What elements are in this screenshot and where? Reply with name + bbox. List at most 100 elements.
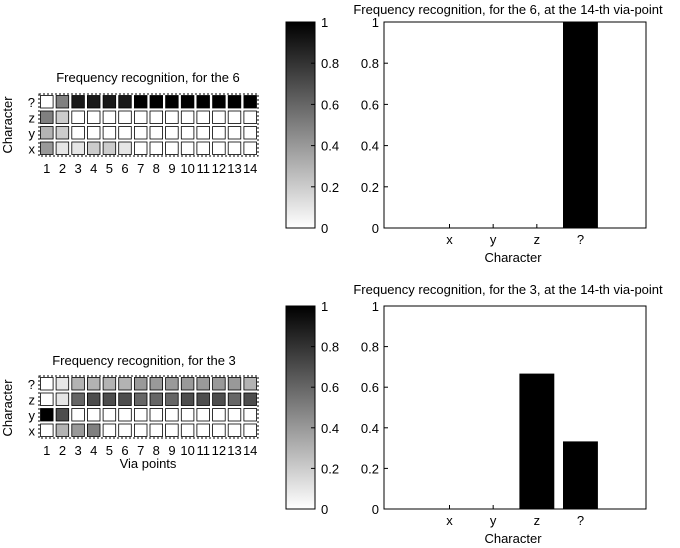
y-tick-label: 0.6 [361,380,379,395]
heatmap-xtick-label: 7 [137,161,144,176]
heatmap-xtick-label: 4 [90,443,97,458]
heatmap-xtick-label: 6 [121,161,128,176]
heatmap-cell [227,423,242,437]
heatmap-xlabel: Via points [120,456,177,471]
heatmap-cell [71,377,85,391]
heatmap-xtick-label: 6 [121,443,128,458]
heatmap-xtick-label: 4 [90,161,97,176]
heatmap-cell [133,110,148,124]
heatmap-xtick-label: 9 [168,161,175,176]
bar-title: Frequency recognition, for the 3, at the… [353,282,663,297]
heatmap-cell [87,95,101,109]
heatmap-cell [165,126,179,140]
bar-unknown [563,441,598,509]
colorbar-tick-label: 0.4 [321,139,339,154]
y-tick-label: 0.6 [361,97,379,112]
heatmap-ytick-label: ? [28,95,35,110]
heatmap-cell [133,95,148,109]
heatmap-cell [102,95,117,109]
heatmap-cell [71,408,85,422]
heatmap-xtick-label: 11 [197,161,211,176]
heatmap-cell [102,392,117,406]
heatmap-ytick-label: z [29,110,36,125]
heatmap-cell [196,408,210,422]
heatmap-xtick-label: 8 [153,443,160,458]
heatmap-cell [40,141,54,155]
heatmap-cell [40,423,54,437]
heatmap-cell [149,392,164,406]
heatmap-cell [102,126,117,140]
heatmap-cell [196,95,210,109]
heatmap-cell [87,423,101,437]
heatmap-title: Frequency recognition, for the 3 [52,353,236,368]
heatmap-cell [243,408,257,422]
y-tick-label: 0.8 [361,340,379,355]
heatmap-xtick-label: 5 [106,443,113,458]
heatmap-ytick-label: y [29,126,36,141]
y-tick-label: 0.4 [361,139,379,154]
heatmap-cell [149,423,164,437]
heatmap-cell [102,408,117,422]
heatmap-cell [243,423,257,437]
heatmap-cell [55,392,70,406]
heatmap-cell [180,377,195,391]
y-tick-label: 0 [372,221,379,236]
heatmap-cell [180,126,195,140]
colorbar-tick-label: 0.4 [321,421,339,436]
heatmap-cell [212,392,226,406]
heatmap-ytick-label: x [29,141,36,156]
heatmap-cell [118,95,132,109]
heatmap-cell [212,141,226,155]
colorbar-tick-label: 0.2 [321,180,339,195]
heatmap-xtick-label: 10 [180,161,194,176]
heatmap-cell [55,95,70,109]
y-tick-label: 0.4 [361,421,379,436]
heatmap-cell [243,95,257,109]
heatmap-cell [118,110,132,124]
heatmap-xtick-label: 9 [168,443,175,458]
bar-unknown [563,22,598,228]
heatmap-cell [40,126,54,140]
heatmap-cell [118,377,132,391]
heatmap-cell [102,141,117,155]
colorbar-panel-top: 0 0.2 0.4 0.6 0.8 1 [285,15,339,236]
heatmap-xtick-label: 12 [212,161,226,176]
heatmap-xtick-label: 5 [106,161,113,176]
heatmap-cell [55,377,70,391]
heatmap-cell [196,377,210,391]
heatmap-cell [55,423,70,437]
y-tick-label: 0.2 [361,461,379,476]
colorbar-tick-label: 0.6 [321,97,339,112]
heatmap-cell [40,110,54,124]
heatmap-cell [149,95,164,109]
heatmap-cell [71,392,85,406]
heatmap-ytick-label: ? [28,377,35,392]
heatmap-cell [165,141,179,155]
heatmap-cell [227,126,242,140]
heatmap-xtick-label: 10 [180,443,194,458]
heatmap-cell [165,95,179,109]
heatmap-cell [165,423,179,437]
x-tick-label: ? [577,232,584,247]
heatmap-cell [40,377,54,391]
heatmap-cell [212,408,226,422]
heatmap-cell [133,392,148,406]
colorbar-tick-label: 0.8 [321,56,339,71]
colorbar-tick-label: 0 [321,502,328,517]
heatmap-cell [133,408,148,422]
heatmap-cell [165,110,179,124]
heatmap-cell [243,126,257,140]
heatmap-cell [196,110,210,124]
heatmap-xtick-label: 13 [227,443,241,458]
heatmap-cell [55,126,70,140]
heatmap-xtick-label: 12 [212,443,226,458]
bar-panel-3: Frequency recognition, for the 3, at the… [353,282,663,546]
colorbar-gradient [285,21,316,229]
heatmap-ytick-label: x [29,423,36,438]
y-tick-label: 1 [372,15,379,30]
heatmap-cell [71,95,85,109]
colorbar-gradient [285,305,316,510]
heatmap-xtick-label: 11 [197,443,211,458]
